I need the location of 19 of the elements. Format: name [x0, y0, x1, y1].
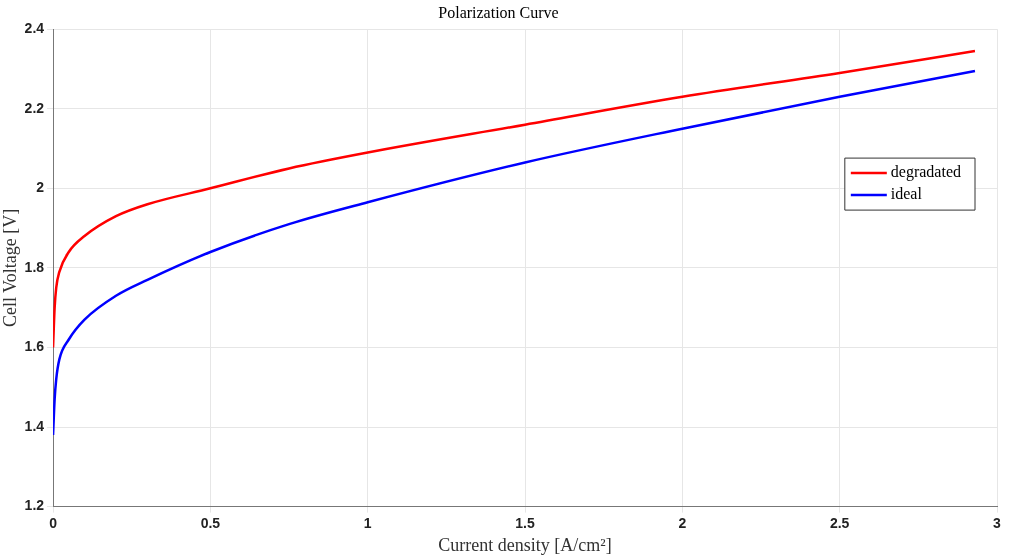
- x-tick-label: 2: [678, 514, 687, 531]
- y-tick-label: 1.4: [24, 417, 45, 434]
- chart-title: Polarization Curve: [438, 3, 559, 21]
- x-tick-label: 1.5: [515, 514, 535, 531]
- y-tick-label: 2.2: [24, 99, 45, 116]
- y-tick-label: 2.4: [24, 20, 45, 37]
- x-axis-title: Current density [A/cm²]: [438, 534, 612, 555]
- y-axis-title: Cell Voltage [V]: [0, 208, 20, 328]
- y-tick-label: 2: [36, 179, 45, 196]
- y-tick-label: 1.2: [24, 497, 45, 514]
- x-tick-label: 0.5: [200, 514, 221, 531]
- legend-label: ideal: [890, 185, 923, 203]
- x-tick-label: 2.5: [829, 514, 850, 531]
- legend-label: degradated: [890, 163, 962, 182]
- y-tick-label: 1.8: [24, 258, 45, 275]
- x-tick-label: 3: [993, 514, 1002, 531]
- x-tick-label: 0: [49, 514, 58, 531]
- x-tick-label: 1: [363, 514, 372, 531]
- y-tick-label: 1.6: [24, 338, 45, 355]
